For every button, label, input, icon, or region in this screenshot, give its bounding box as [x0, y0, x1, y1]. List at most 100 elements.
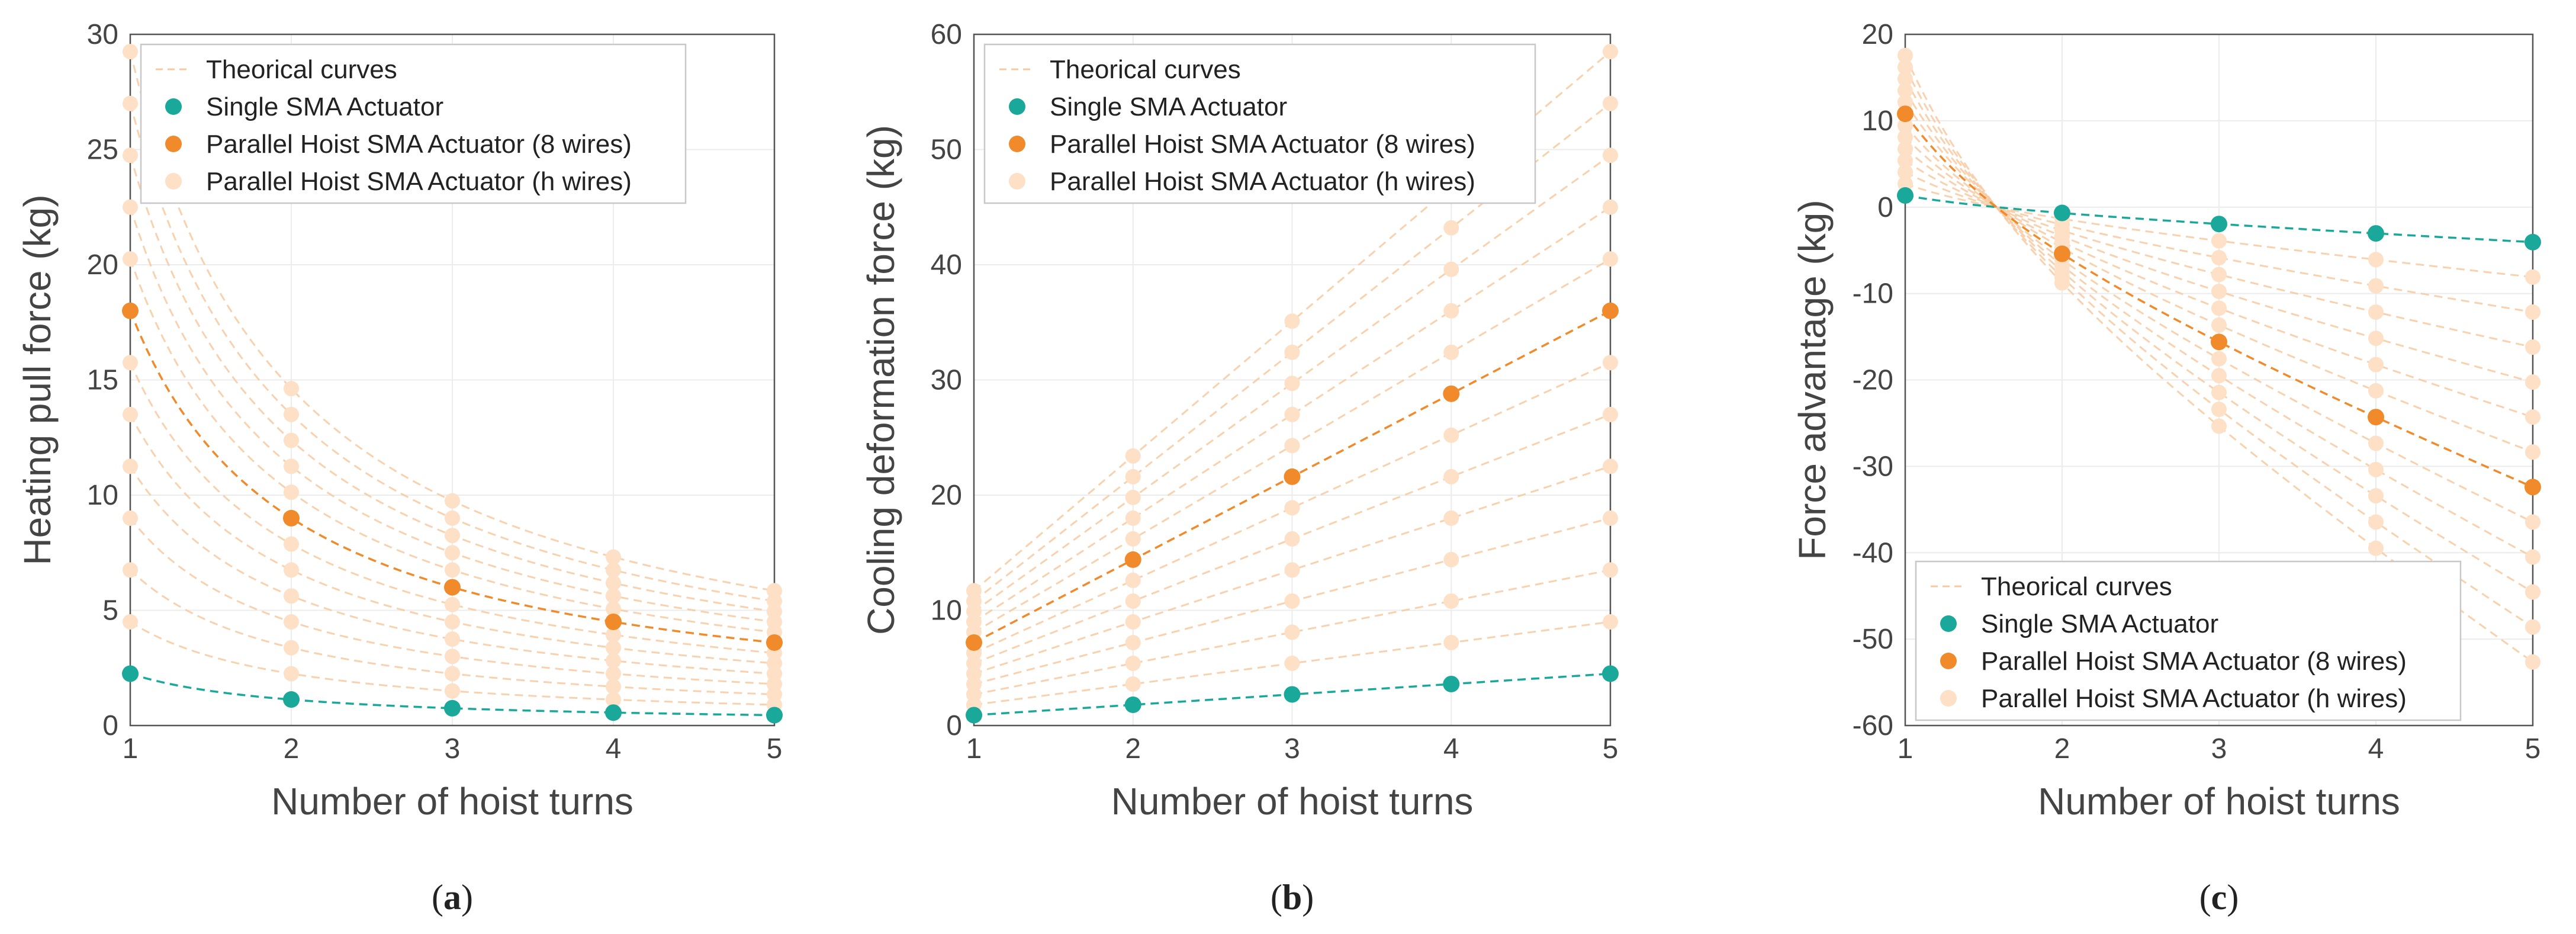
point-h7-x5	[2525, 444, 2540, 460]
y-tick-label: 0	[102, 710, 118, 742]
caption-paren-close: )	[461, 878, 473, 917]
x-tick-label: 3	[445, 733, 461, 765]
point-h5-x2	[284, 588, 299, 604]
point-h10-x3	[2211, 368, 2227, 384]
point-h5-x3	[445, 631, 460, 647]
legend-label-parallel8: Parallel Hoist SMA Actuator (8 wires)	[206, 130, 632, 159]
point-h10-x1	[123, 199, 138, 215]
theory-curve-h4	[1905, 159, 2533, 348]
point-h2-x2	[284, 666, 299, 682]
point-h2-x5	[2525, 269, 2540, 285]
point-h3-x5	[1603, 562, 1618, 578]
y-tick-label: 10	[931, 595, 962, 627]
y-tick-label: 15	[87, 365, 118, 396]
point-h6-x3	[2211, 300, 2227, 316]
point-h7-x3	[1284, 500, 1300, 516]
point-h13-x1	[966, 583, 982, 599]
x-tick-label: 1	[966, 733, 982, 765]
point-h12-x1	[1898, 59, 1913, 75]
legend-marker-parallel8	[1940, 653, 1957, 669]
series-point-parallel8-x2	[1124, 551, 1141, 568]
series-point-parallel8-x4	[2368, 409, 2384, 426]
theory-curve-h7	[129, 362, 775, 654]
point-h3-x5	[2525, 304, 2540, 320]
point-h5-x4	[2368, 330, 2384, 346]
point-h2-x1	[1898, 176, 1913, 192]
y-tick-label: 30	[87, 19, 118, 50]
caption-letter: c	[2211, 878, 2227, 917]
series-point-parallel8-x5	[2524, 479, 2541, 496]
legend-label-parallelH: Parallel Hoist SMA Actuator (h wires)	[1050, 167, 1475, 196]
point-h3-x4	[1443, 593, 1459, 609]
legend-label-single: Single SMA Actuator	[1981, 609, 2218, 638]
point-h12-x4	[2368, 514, 2384, 530]
series-point-parallel8-x4	[1443, 385, 1460, 402]
legend: Theorical curves Single SMA Actuator Paral…	[140, 43, 687, 204]
series-point-single-x3	[1284, 686, 1301, 703]
point-h5-x4	[1443, 510, 1459, 526]
caption-b: (b)	[1271, 878, 1314, 917]
legend-marker-parallelH	[1009, 173, 1025, 190]
point-h2-x3	[1284, 655, 1300, 671]
x-tick-label: 1	[1898, 733, 1913, 765]
point-h4-x2	[284, 614, 299, 630]
plot-area	[1897, 47, 2541, 670]
point-h5-x5	[2525, 374, 2540, 390]
point-h12-x4	[606, 562, 621, 578]
point-h2-x4	[606, 692, 621, 708]
series-point-parallel8-x3	[2211, 333, 2227, 351]
point-h4-x4	[1443, 551, 1459, 567]
point-h2-x5	[1603, 614, 1618, 630]
y-tick-label: -50	[1853, 624, 1893, 655]
series-point-single-x4	[605, 704, 622, 721]
point-h9-x4	[2368, 435, 2384, 451]
point-h2-x3	[445, 683, 460, 699]
point-h5-x3	[1284, 562, 1300, 578]
series-point-single-x3	[444, 699, 461, 717]
point-h10-x4	[606, 588, 621, 604]
legend-marker-single	[1009, 98, 1025, 115]
point-h7-x5	[1603, 355, 1618, 371]
point-h10-x5	[2525, 549, 2540, 565]
point-h10-x3	[1284, 406, 1300, 422]
legend-label-parallel8: Parallel Hoist SMA Actuator (8 wires)	[1981, 647, 2407, 676]
point-h13-x1	[123, 44, 138, 60]
point-h9-x5	[1603, 251, 1618, 267]
theory-curve-h7	[973, 361, 1611, 654]
series-point-parallel8-x3	[1284, 468, 1301, 485]
x-tick-label: 2	[1125, 733, 1141, 765]
legend: Theorical curves Single SMA Actuator Paral…	[983, 43, 1536, 204]
caption-paren-close: )	[2227, 878, 2239, 917]
series-point-single-x4	[2368, 225, 2384, 242]
point-h4-x5	[2525, 339, 2540, 355]
point-h9-x4	[1443, 344, 1459, 360]
point-h13-x5	[767, 583, 782, 599]
point-h12-x4	[1443, 220, 1459, 236]
point-h3-x1	[123, 562, 138, 578]
point-h9-x5	[2525, 514, 2540, 530]
y-tick-label: -30	[1853, 451, 1893, 482]
point-h12-x3	[2211, 402, 2227, 418]
series-point-single-x1	[1897, 187, 1913, 204]
series-point-parallel8-x1	[1897, 105, 1913, 123]
point-h11-x2	[284, 432, 299, 448]
series-point-single-x1	[122, 665, 139, 682]
series-point-single-x2	[283, 691, 300, 708]
x-tick-label: 5	[767, 733, 783, 765]
y-tick-label: 0	[1877, 192, 1893, 223]
point-h10-x1	[1898, 82, 1913, 98]
y-tick-label: 20	[1862, 19, 1893, 50]
series-point-parallel8-x5	[1602, 302, 1619, 319]
point-h7-x1	[123, 355, 138, 371]
point-h13-x5	[2525, 654, 2540, 670]
point-h6-x2	[284, 562, 299, 578]
point-h3-x1	[1898, 164, 1913, 180]
series-point-parallel8-x1	[122, 302, 139, 319]
point-h6-x4	[1443, 468, 1459, 484]
point-h6-x1	[123, 406, 138, 422]
legend-box	[140, 43, 687, 204]
point-h5-x3	[2211, 283, 2227, 299]
y-axis-label: Cooling deformation force (kg)	[860, 125, 902, 635]
